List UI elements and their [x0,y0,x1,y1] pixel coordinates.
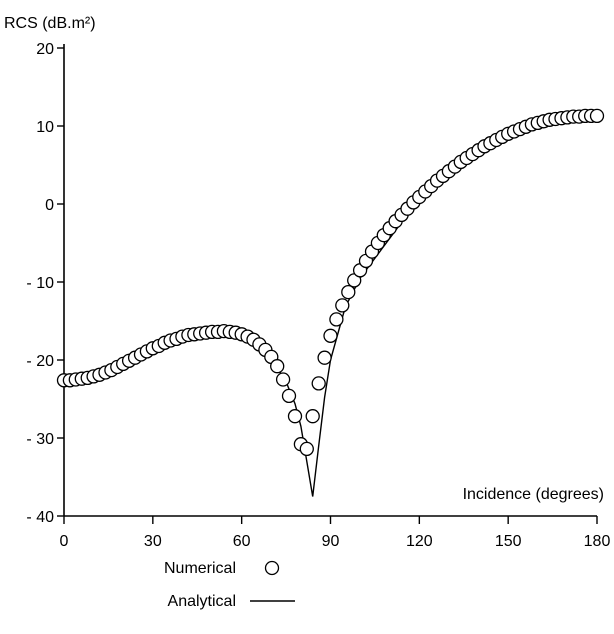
y-tick-label: - 30 [26,431,54,448]
legend: Numerical Analytical [164,560,295,610]
data-point-numerical [311,376,326,391]
x-ticks: 0 30 60 90 120 150 180 [60,516,611,550]
x-tick-label: 180 [584,533,611,550]
legend-label-analytical: Analytical [168,593,236,610]
y-ticks: 20 10 0 - 10 - 20 - 30 - 40 [26,41,64,526]
data-point-numerical [299,441,314,457]
data-point-numerical [317,350,332,365]
data-point-numerical [281,388,297,404]
data-point-numerical [275,372,291,387]
x-tick-label: 0 [60,533,69,550]
legend-label-numerical: Numerical [164,560,236,577]
x-axis-title: Incidence (degrees) [463,486,604,503]
data-point-numerical [287,409,303,424]
y-tick-label: 0 [45,197,54,214]
x-tick-label: 90 [322,533,340,550]
legend-marker-numerical [264,560,280,576]
series-numerical-markers [56,108,605,457]
series-analytical-line [63,114,598,497]
data-point-numerical [305,409,320,424]
x-tick-label: 120 [406,533,433,550]
x-tick-label: 60 [233,533,251,550]
y-tick-label: 10 [36,119,54,136]
y-tick-label: - 10 [26,275,54,292]
data-point-numerical [341,284,356,300]
data-point-numerical [323,328,338,343]
y-axis-title: RCS (dB.m²) [4,15,96,32]
data-point-numerical [335,298,350,313]
data-point-numerical [589,108,605,124]
data-point-numerical [329,312,344,327]
y-tick-label: - 20 [26,353,54,370]
y-tick-label: - 40 [26,509,54,526]
x-tick-label: 30 [144,533,162,550]
x-tick-label: 150 [495,533,522,550]
data-point-numerical [270,359,285,374]
y-tick-label: 20 [36,41,54,58]
